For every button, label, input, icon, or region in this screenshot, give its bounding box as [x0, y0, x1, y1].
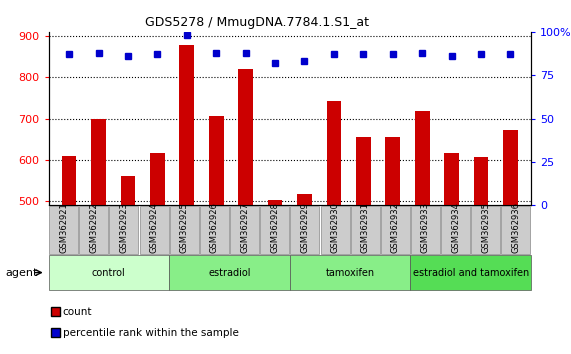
Text: GSM362930: GSM362930 [331, 202, 340, 253]
Text: GSM362924: GSM362924 [150, 202, 159, 253]
Bar [150, 153, 165, 205]
Text: count: count [63, 307, 93, 316]
Text: GSM362933: GSM362933 [421, 202, 430, 253]
Bar [474, 156, 488, 205]
Text: GSM362921: GSM362921 [59, 202, 68, 253]
Bar [503, 130, 518, 205]
Text: tamoxifen: tamoxifen [325, 268, 375, 278]
Bar [385, 137, 400, 205]
Bar [238, 69, 253, 205]
Text: GSM362932: GSM362932 [391, 202, 400, 253]
Bar [209, 116, 224, 205]
Bar [91, 119, 106, 205]
Text: GSM362936: GSM362936 [512, 202, 520, 253]
Text: estradiol and tamoxifen: estradiol and tamoxifen [413, 268, 529, 278]
Text: estradiol: estradiol [208, 268, 251, 278]
Text: GSM362934: GSM362934 [451, 202, 460, 253]
Text: GSM362935: GSM362935 [481, 202, 490, 253]
Bar [415, 111, 429, 205]
Bar [444, 153, 459, 205]
Text: GSM362931: GSM362931 [361, 202, 369, 253]
Text: percentile rank within the sample: percentile rank within the sample [63, 328, 239, 338]
Text: control: control [92, 268, 126, 278]
Text: GDS5278 / MmugDNA.7784.1.S1_at: GDS5278 / MmugDNA.7784.1.S1_at [145, 16, 369, 29]
Text: GSM362925: GSM362925 [180, 202, 189, 253]
Text: GSM362928: GSM362928 [270, 202, 279, 253]
Bar [268, 200, 283, 205]
Bar [297, 194, 312, 205]
Bar [120, 176, 135, 205]
Text: GSM362926: GSM362926 [210, 202, 219, 253]
Bar [179, 45, 194, 205]
Text: GSM362922: GSM362922 [89, 202, 98, 253]
Bar [356, 137, 371, 205]
Text: GSM362929: GSM362929 [300, 202, 309, 253]
Bar [62, 156, 77, 205]
Bar [327, 101, 341, 205]
Text: GSM362927: GSM362927 [240, 202, 249, 253]
Text: GSM362923: GSM362923 [119, 202, 128, 253]
Text: agent: agent [6, 268, 38, 278]
